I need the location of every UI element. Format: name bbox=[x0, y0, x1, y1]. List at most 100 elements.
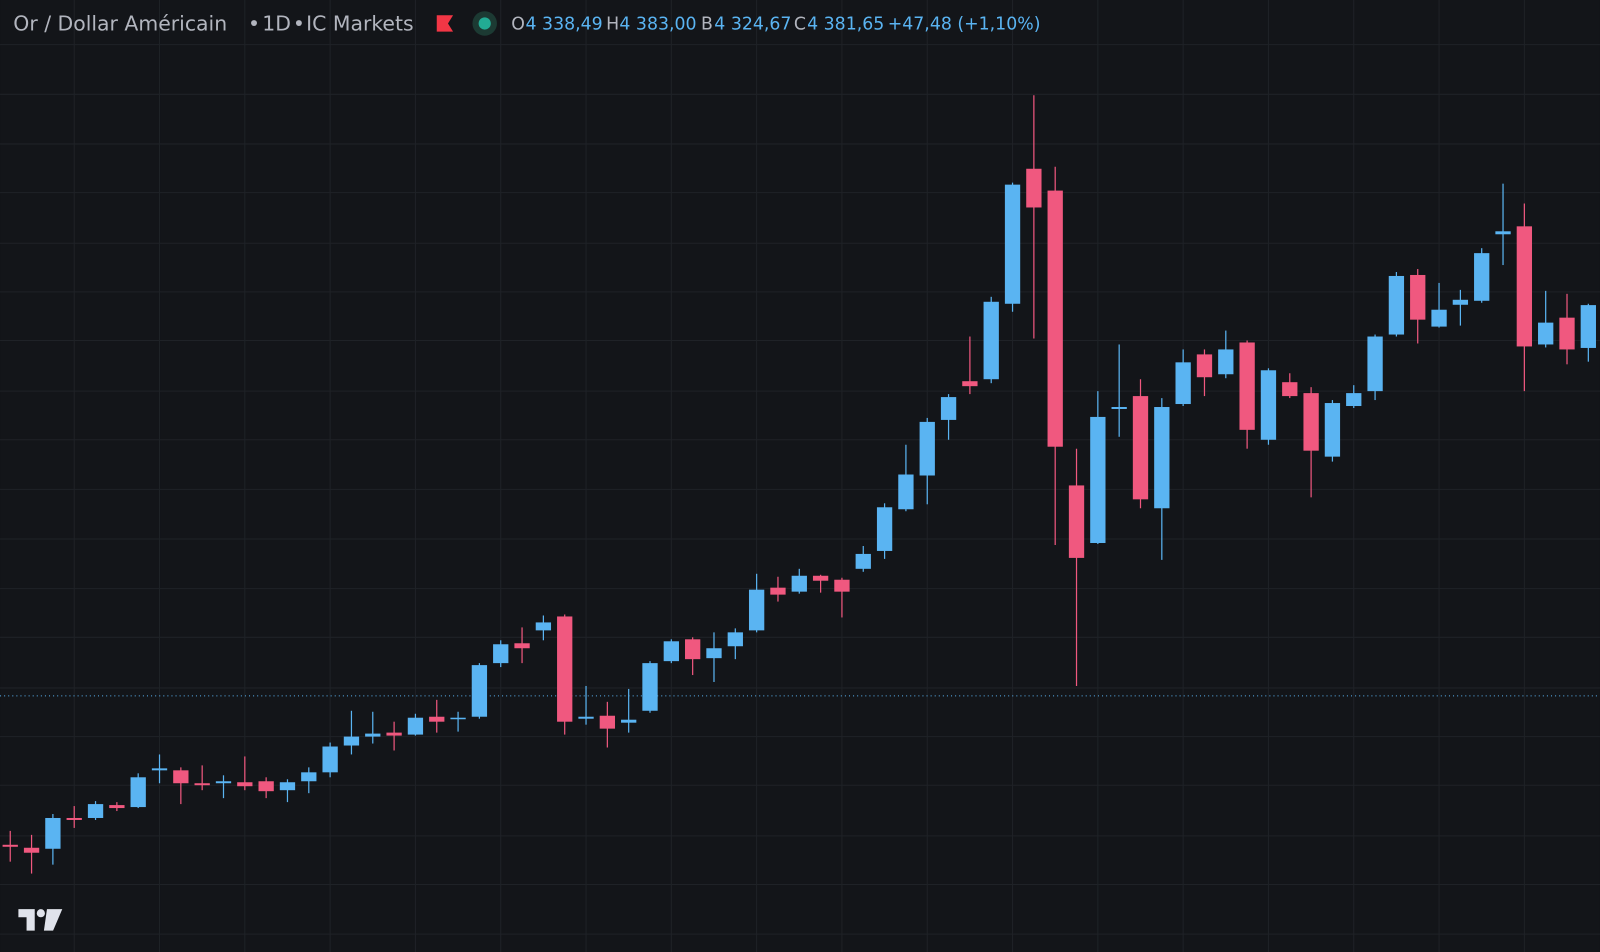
candle-body bbox=[237, 782, 253, 787]
candle-body bbox=[215, 781, 232, 784]
candle-body bbox=[1580, 305, 1596, 348]
candle-body bbox=[1410, 274, 1426, 320]
candle-body bbox=[1132, 396, 1149, 500]
ohlc-label: C bbox=[794, 14, 806, 34]
candle-body bbox=[1452, 299, 1469, 305]
candle-body bbox=[1495, 231, 1511, 235]
candle-body bbox=[599, 715, 616, 729]
candle-body bbox=[514, 643, 530, 649]
interval: 1D bbox=[262, 11, 291, 35]
ohlc-label: O bbox=[511, 14, 525, 34]
candle-body bbox=[66, 817, 82, 820]
candle-body bbox=[1388, 275, 1405, 335]
candle-body bbox=[557, 616, 573, 722]
candle-body bbox=[130, 777, 146, 808]
candle-body bbox=[151, 768, 168, 771]
candle-body bbox=[876, 507, 893, 551]
candle-body bbox=[898, 474, 914, 510]
status-dot bbox=[478, 17, 491, 30]
candle-body bbox=[727, 632, 743, 647]
candle-body bbox=[471, 665, 488, 717]
candle-body bbox=[279, 782, 296, 791]
candle-body bbox=[1218, 349, 1234, 375]
candle-body bbox=[919, 421, 935, 476]
candle-body bbox=[663, 641, 679, 662]
candle-body bbox=[535, 622, 552, 631]
candle-body bbox=[1346, 393, 1362, 407]
candle-body bbox=[301, 772, 317, 782]
candle-body bbox=[493, 644, 509, 664]
candles bbox=[2, 95, 1596, 874]
ohlc-value: 4 324,67 bbox=[714, 14, 791, 34]
candle-body bbox=[1175, 362, 1191, 405]
candle-body bbox=[642, 663, 658, 711]
exchange: IC Markets bbox=[306, 11, 413, 35]
candle-body bbox=[23, 847, 40, 853]
candle-body bbox=[109, 805, 125, 809]
symbol: Or / Dollar Américain bbox=[13, 11, 227, 35]
candle-body bbox=[812, 575, 829, 581]
candle-body bbox=[834, 579, 850, 592]
candle-body bbox=[983, 301, 999, 380]
candle-body bbox=[1196, 354, 1213, 378]
logo-part bbox=[18, 909, 35, 931]
flag-icon bbox=[436, 15, 454, 32]
candle-body bbox=[1239, 342, 1255, 430]
separator: • bbox=[293, 11, 305, 35]
candle-body bbox=[748, 589, 765, 631]
candle-body bbox=[1538, 322, 1554, 345]
candle-body bbox=[45, 817, 61, 849]
candle-body bbox=[770, 587, 786, 595]
candle-body bbox=[1111, 407, 1127, 409]
change: +47,48 (+1,10%) bbox=[888, 14, 1041, 34]
logo bbox=[18, 909, 63, 931]
candle-body bbox=[1516, 226, 1533, 347]
logo-part bbox=[43, 909, 63, 931]
separator: • bbox=[248, 11, 260, 35]
candle-body bbox=[407, 717, 424, 735]
candle-body bbox=[578, 716, 594, 719]
candle-body bbox=[2, 844, 18, 847]
candle-body bbox=[621, 719, 637, 723]
candle-body bbox=[1154, 407, 1170, 509]
candle-body bbox=[1068, 485, 1085, 558]
candle-body bbox=[940, 397, 957, 420]
candle-body bbox=[1282, 382, 1298, 397]
candle-body bbox=[87, 804, 104, 818]
candle-body bbox=[429, 716, 445, 722]
candle-body bbox=[322, 746, 338, 773]
candle-body bbox=[1260, 370, 1277, 440]
candle-body bbox=[450, 717, 466, 720]
candle-body bbox=[1324, 403, 1341, 457]
candle-body bbox=[685, 639, 701, 660]
ohlc-value: 4 338,49 bbox=[526, 14, 603, 34]
candle-body bbox=[1474, 253, 1490, 301]
candle-body bbox=[1004, 184, 1021, 304]
candle-body bbox=[791, 575, 807, 592]
candle-body bbox=[173, 770, 189, 784]
candle-body bbox=[258, 781, 274, 792]
ohlc-label: H bbox=[606, 14, 619, 34]
candle-body bbox=[962, 381, 978, 387]
ohlc-label: B bbox=[701, 14, 713, 34]
header: Or / Dollar Américain • 1D • IC Markets … bbox=[13, 11, 1041, 36]
candle-body bbox=[1090, 416, 1106, 544]
candle-body bbox=[1303, 393, 1319, 451]
logo-part bbox=[36, 909, 45, 918]
candle-body bbox=[343, 736, 360, 746]
candle-body bbox=[1047, 190, 1063, 447]
candle-body bbox=[855, 553, 871, 569]
candle-body bbox=[1367, 336, 1383, 392]
candle-body bbox=[365, 733, 381, 737]
candle-body bbox=[1431, 309, 1447, 327]
candle-body bbox=[1026, 168, 1042, 208]
candle-body bbox=[706, 648, 722, 659]
candle-body bbox=[1559, 317, 1575, 350]
ohlc-value: 4 383,00 bbox=[619, 14, 696, 34]
candle-body bbox=[386, 732, 402, 736]
ohlc-value: 4 381,65 bbox=[807, 14, 884, 34]
candle-body bbox=[194, 783, 210, 786]
